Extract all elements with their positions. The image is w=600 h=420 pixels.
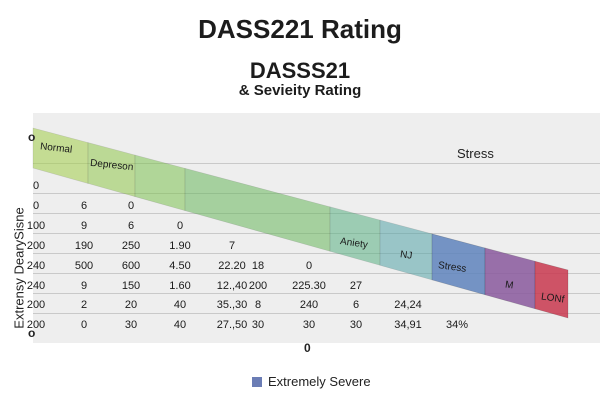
table-cell: 40 bbox=[173, 319, 187, 331]
band-segment bbox=[484, 247, 536, 310]
gridline bbox=[33, 293, 600, 294]
table-cell: 35.,30 bbox=[216, 299, 248, 311]
table-cell: 27 bbox=[349, 280, 363, 292]
chart-title: DASS221 Rating bbox=[198, 14, 402, 44]
table-cell: 4.50 bbox=[169, 260, 191, 272]
table-cell: 600 bbox=[121, 260, 141, 272]
table-cell: 225.30 bbox=[292, 280, 326, 292]
y-axis-top-mark: o bbox=[28, 130, 36, 144]
table-cell: 0 bbox=[176, 220, 184, 232]
table-cell: 7 bbox=[228, 240, 236, 252]
gridline bbox=[33, 253, 600, 254]
table-cell: 9 bbox=[80, 280, 88, 292]
band-segment bbox=[534, 260, 569, 319]
table-cell: 200 bbox=[26, 319, 46, 331]
table-cell: 1.90 bbox=[169, 240, 191, 252]
table-cell: 200 bbox=[26, 299, 46, 311]
table-cell: 30 bbox=[349, 319, 363, 331]
table-cell: 6 bbox=[127, 220, 135, 232]
table-cell: 40 bbox=[173, 299, 187, 311]
band-segment bbox=[134, 154, 186, 212]
table-cell: 1.60 bbox=[169, 280, 191, 292]
table-cell: 30 bbox=[302, 319, 316, 331]
table-cell: 27.,50 bbox=[216, 319, 248, 331]
table-cell: 34% bbox=[445, 319, 469, 331]
table-cell: 190 bbox=[74, 240, 94, 252]
table-cell: 0 bbox=[32, 180, 40, 192]
table-cell: 24,24 bbox=[394, 299, 422, 311]
table-cell: 20 bbox=[124, 299, 138, 311]
table-cell: 240 bbox=[299, 299, 319, 311]
table-cell: 0 bbox=[305, 260, 313, 272]
legend-label: Extremely Severe bbox=[268, 374, 371, 389]
table-cell: 9 bbox=[80, 220, 88, 232]
table-cell: 12.,40 bbox=[216, 280, 248, 292]
table-cell: 250 bbox=[121, 240, 141, 252]
table-cell: 0 bbox=[127, 200, 135, 212]
band-label: NJ bbox=[399, 249, 413, 262]
band-segment bbox=[32, 127, 89, 184]
band-segment bbox=[329, 206, 381, 266]
legend: Extremely Severe bbox=[252, 374, 371, 389]
table-cell: 200 bbox=[26, 240, 46, 252]
chart-subtitle-2: & Sevieity Rating bbox=[238, 82, 362, 99]
table-cell: 0 bbox=[32, 200, 40, 212]
table-cell: 240 bbox=[26, 260, 46, 272]
table-cell: 0 bbox=[80, 319, 88, 331]
gridline bbox=[33, 313, 600, 314]
band-segment bbox=[184, 167, 331, 252]
table-cell: 150 bbox=[121, 280, 141, 292]
table-cell: 8 bbox=[254, 299, 262, 311]
y-axis-bottom-mark: o bbox=[28, 326, 36, 340]
gridline bbox=[33, 193, 600, 194]
legend-swatch bbox=[252, 376, 262, 387]
table-cell: 240 bbox=[26, 280, 46, 292]
table-cell: 500 bbox=[74, 260, 94, 272]
table-cell: 18 bbox=[251, 260, 265, 272]
table-cell: 100 bbox=[26, 220, 46, 232]
x-axis-mark: 0 bbox=[304, 341, 311, 355]
gridline bbox=[33, 163, 600, 164]
chart-subtitle: DASSS21 bbox=[249, 58, 351, 83]
table-cell: 200 bbox=[248, 280, 268, 292]
y-axis-label: Extrensy DearySisne bbox=[11, 207, 27, 329]
gridline bbox=[33, 273, 600, 274]
table-cell: 34,91 bbox=[394, 319, 422, 331]
table-cell: 30 bbox=[124, 319, 138, 331]
band-label: M bbox=[504, 279, 515, 292]
table-cell: 22.20 bbox=[218, 260, 246, 272]
table-cell: 6 bbox=[352, 299, 360, 311]
table-cell: 30 bbox=[251, 319, 265, 331]
table-cell: 6 bbox=[80, 200, 88, 212]
stress-header: Stress bbox=[457, 146, 494, 161]
table-cell: 2 bbox=[80, 299, 88, 311]
